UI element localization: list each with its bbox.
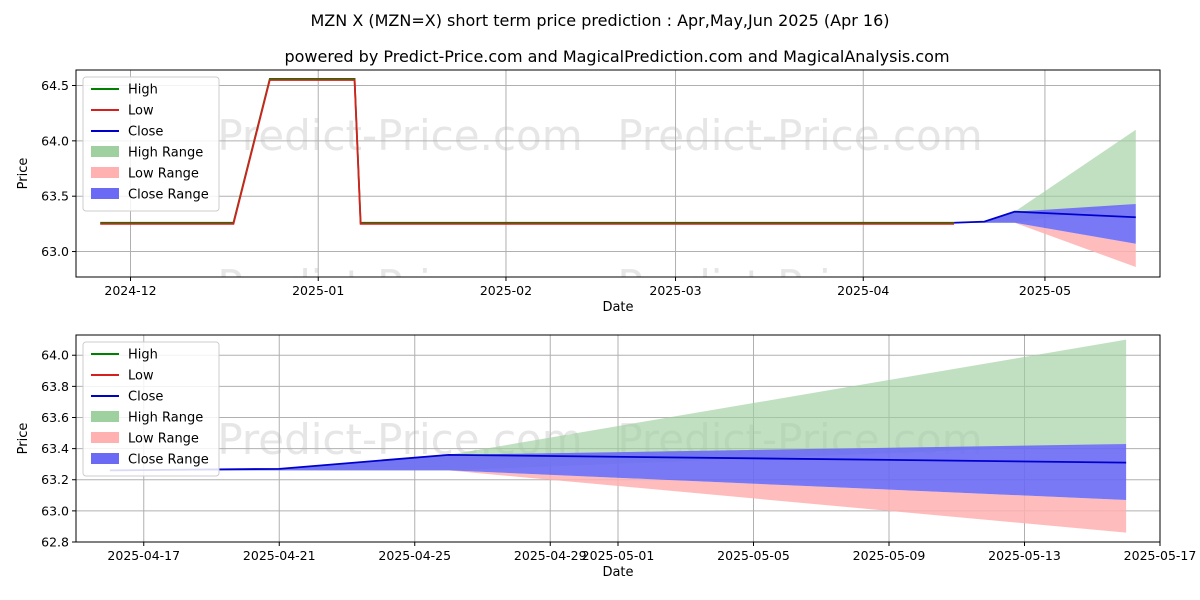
x-tick-label: 2025-04 (837, 283, 889, 298)
y-tick-label: 63.0 (41, 503, 69, 518)
legend-label: High Range (128, 146, 203, 161)
y-tick-label: 63.5 (41, 189, 69, 204)
plot-area (100, 77, 1136, 268)
y-tick-label: 64.0 (41, 348, 69, 363)
legend-swatch (91, 146, 119, 157)
x-tick-label: 2025-05-13 (988, 548, 1061, 563)
high-range-area (109, 339, 1127, 471)
legend-label: Low (128, 369, 154, 384)
legend-label: Close (128, 390, 163, 405)
x-axis-label: Date (602, 300, 633, 315)
legend-swatch (91, 432, 119, 443)
legend: High Low Close High Range Low Range Close Ran… (82, 76, 220, 212)
x-axis-label: Date (602, 565, 633, 580)
watermark-group: Predict-Price.com Predict-Price.com Predic… (217, 111, 982, 310)
low-series-line (100, 79, 955, 225)
legend-swatch (91, 411, 119, 422)
legend-label: High (128, 83, 158, 98)
legend-label: High (128, 348, 158, 363)
close-range-area (109, 443, 1127, 500)
legend-label: Close (128, 125, 163, 140)
x-tick-label: 2025-04-25 (378, 548, 451, 563)
legend: High Low Close High Range Low Range Close Ran… (82, 341, 220, 477)
x-tick-label: 2025-05-17 (1124, 548, 1197, 563)
low-range-area (954, 222, 1136, 268)
x-tick-label: 2025-05-01 (582, 548, 655, 563)
panel-full-history: Predict-Price.com Predict-Price.com Predic… (16, 69, 1161, 315)
legend-label: Close Range (128, 453, 209, 468)
panel-forecast-zoom: Predict-Price.comPredict-Price.com2025-0… (16, 334, 1197, 580)
watermark-text: Predict-Price.com (617, 111, 982, 160)
watermark-text: Predict-Price.com (617, 261, 982, 310)
legend-label: High Range (128, 411, 203, 426)
high-range-area (954, 129, 1136, 223)
close-series-line (954, 210, 1136, 224)
low-range-area (109, 470, 1127, 533)
high-series-line (100, 77, 955, 224)
y-tick-label: 64.5 (41, 78, 69, 93)
y-axis-label: Price (16, 158, 31, 190)
chart-subtitle: powered by Predict-Price.com and Magical… (284, 47, 949, 66)
y-tick-label: 63.0 (41, 244, 69, 259)
plot-frame (75, 69, 1161, 278)
x-tick-label: 2025-03 (649, 283, 701, 298)
legend-swatch (91, 188, 119, 199)
y-tick-label: 62.8 (41, 535, 69, 550)
x-tick-label: 2025-05-05 (717, 548, 790, 563)
y-tick-label: 63.2 (41, 472, 69, 487)
x-tick-label: 2025-05-09 (853, 548, 926, 563)
x-tick-label: 2025-04-17 (107, 548, 180, 563)
chart-title: MZN X (MZN=X) short term price predictio… (311, 11, 890, 30)
watermark-text: Predict-Price.com (217, 261, 582, 310)
x-tick-label: 2025-04-29 (514, 548, 587, 563)
x-tick-label: 2025-02 (480, 283, 532, 298)
close-range-area (954, 203, 1136, 244)
watermark-text: Predict-Price.com (217, 111, 582, 160)
legend-label: Low (128, 104, 154, 119)
legend-label: Low Range (128, 432, 199, 447)
legend-swatch (91, 167, 119, 178)
y-tick-label: 63.6 (41, 410, 69, 425)
legend-label: Low Range (128, 167, 199, 182)
y-tick-label: 64.0 (41, 133, 69, 148)
y-tick-label: 63.8 (41, 379, 69, 394)
y-axis-label: Price (16, 423, 31, 455)
y-tick-label: 63.4 (41, 441, 69, 456)
x-tick-label: 2025-01 (292, 283, 344, 298)
x-tick-label: 2025-04-21 (243, 548, 316, 563)
legend-label: Close Range (128, 188, 209, 203)
legend-swatch (91, 453, 119, 464)
x-tick-label: 2024-12 (104, 283, 156, 298)
x-tick-label: 2025-05 (1019, 283, 1071, 298)
